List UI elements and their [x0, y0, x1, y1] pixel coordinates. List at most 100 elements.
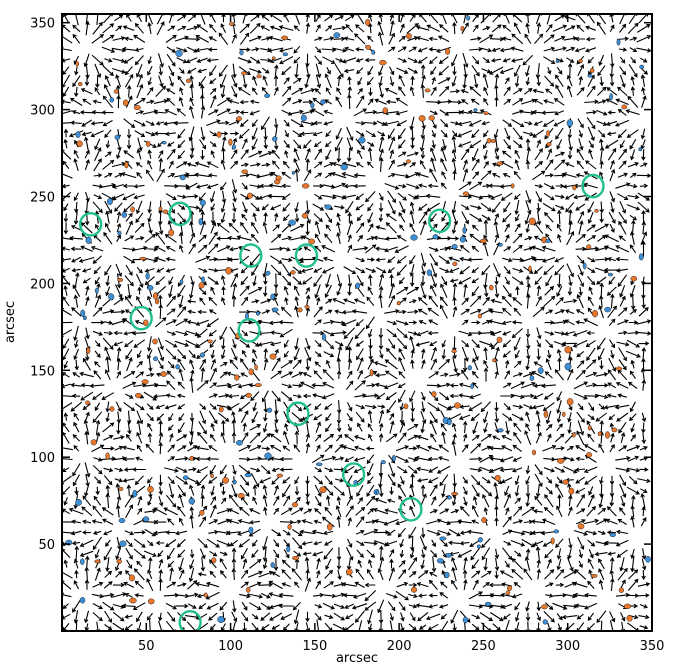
magnetic-element-dot — [155, 298, 160, 305]
magnetic-element-dot — [324, 204, 332, 210]
magnetic-element-dot — [231, 144, 236, 150]
magnetic-element-dot — [587, 425, 592, 431]
magnetic-element-dot — [152, 292, 158, 300]
magnetic-element-dot — [369, 369, 374, 377]
y-tick-label: 300 — [30, 104, 55, 119]
magnetic-element-dot — [528, 265, 532, 272]
magnetic-element-dot — [182, 475, 189, 481]
magnetic-element-dot — [403, 403, 409, 410]
magnetic-element-dot — [292, 555, 300, 561]
magnetic-element-dot — [244, 473, 252, 478]
magnetic-element-dot — [271, 307, 279, 313]
x-tick-label: 350 — [640, 639, 665, 654]
marked-circle — [427, 208, 452, 234]
magnetic-element-dot — [594, 208, 599, 213]
magnetic-element-dot — [452, 261, 458, 267]
magnetic-element-dot — [108, 293, 115, 301]
magnetic-element-dot — [582, 262, 587, 270]
magnetic-element-dot — [557, 458, 565, 464]
magnetic-element-dot — [327, 523, 333, 531]
magnetic-element-dot — [462, 226, 467, 234]
magnetic-element-dot — [340, 163, 348, 171]
magnetic-element-dot — [160, 371, 167, 377]
magnetic-element-dot — [241, 71, 247, 76]
magnetic-element-dot — [496, 161, 503, 166]
magnetic-element-dot — [237, 493, 245, 499]
magnetic-element-dot — [236, 439, 243, 446]
magnetic-element-dot — [638, 147, 643, 152]
magnetic-element-dot — [281, 35, 289, 40]
magnetic-element-dot — [454, 402, 461, 409]
magnetic-element-dot — [428, 115, 435, 121]
marked-circle — [294, 243, 319, 268]
magnetic-element-dot — [486, 137, 492, 144]
magnetic-element-dot — [113, 89, 119, 94]
magnetic-element-dot — [424, 88, 431, 93]
magnetic-element-dot — [153, 356, 158, 362]
magnetic-element-dot — [198, 218, 204, 226]
magnetic-element-dot — [265, 270, 271, 276]
y-tick-label: 50 — [38, 538, 55, 553]
magnetic-element-dot — [142, 516, 150, 522]
magnetic-element-dot — [254, 364, 258, 371]
magnetic-element-dot — [122, 99, 129, 107]
magnetic-element-dot — [75, 131, 81, 138]
magnetic-element-dot — [545, 239, 551, 243]
magnetic-element-dot — [287, 524, 292, 530]
marked-circle — [341, 462, 366, 487]
magnetic-element-dot — [459, 236, 466, 243]
magnetic-element-dot — [492, 358, 497, 363]
plot-frame — [61, 13, 653, 632]
magnetic-element-dot — [572, 432, 576, 438]
magnetic-element-dot — [529, 375, 535, 381]
magnetic-element-dot — [541, 604, 548, 610]
magnetic-element-dot — [162, 140, 167, 145]
magnetic-element-dot — [175, 49, 183, 58]
y-tick-label: 200 — [30, 277, 55, 292]
magnetic-element-dot — [168, 229, 174, 237]
magnetic-element-dot — [537, 367, 544, 374]
magnetic-element-dot — [597, 431, 602, 436]
magnetic-element-dot — [310, 102, 315, 109]
magnetic-element-dot — [308, 238, 316, 245]
magnetic-element-dot — [484, 601, 492, 607]
magnetic-element-dot — [467, 365, 472, 371]
magnetic-element-dot — [121, 211, 128, 218]
x-axis-label: arcsec — [336, 651, 378, 666]
magnetic-element-dot — [272, 136, 278, 142]
magnetic-element-dot — [432, 234, 439, 240]
magnetic-element-dot — [577, 523, 585, 530]
magnetic-element-dot — [301, 183, 310, 189]
magnetic-element-dot — [85, 400, 90, 405]
plot-area — [62, 14, 652, 631]
magnetic-element-dot — [445, 553, 452, 558]
magnetic-element-dot — [75, 61, 79, 67]
magnetic-element-dot — [105, 452, 110, 460]
magnetic-element-dot — [232, 479, 237, 485]
magnetic-element-dot — [505, 590, 511, 596]
magnetic-element-dot — [470, 383, 474, 390]
magnetic-element-dot — [297, 307, 303, 313]
magnetic-element-dot — [462, 191, 470, 196]
magnetic-element-dots-layer — [65, 15, 651, 625]
magnetic-element-dot — [141, 379, 149, 385]
magnetic-element-dot — [546, 142, 552, 147]
magnetic-element-dot — [406, 32, 412, 40]
magnetic-element-dot — [225, 267, 232, 275]
magnetic-element-dot — [605, 431, 610, 439]
magnetic-element-dot — [528, 217, 536, 226]
marked-circle — [399, 497, 423, 522]
magnetic-element-dot — [85, 236, 92, 244]
magnetic-element-dot — [426, 269, 433, 277]
magnetic-element-dot — [578, 58, 583, 63]
magnetic-element-dot — [396, 301, 401, 306]
magnetic-element-dot — [562, 479, 569, 485]
magnetic-element-dot — [304, 304, 310, 309]
magnetic-element-dot — [248, 368, 254, 376]
x-axis: 50 100 150 200 250 300 350 — [138, 14, 664, 654]
magnetic-element-dot — [481, 517, 487, 523]
marked-circle — [168, 201, 192, 227]
magnetic-element-dot — [630, 276, 637, 282]
magnetic-element-dot — [94, 287, 99, 294]
magnetic-element-dot — [436, 558, 444, 564]
